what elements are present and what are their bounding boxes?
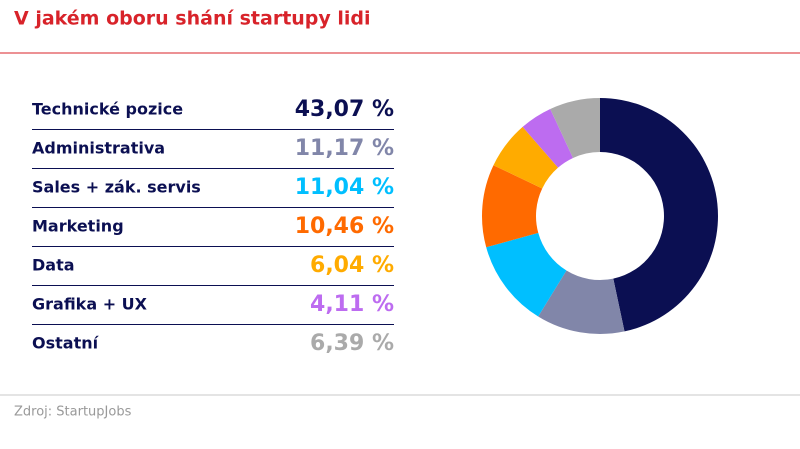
donut-segment (550, 98, 600, 158)
value-label: 11,04 % (295, 175, 394, 200)
donut-segment (538, 270, 625, 334)
category-label: Ostatní (32, 334, 100, 353)
donut-segment (482, 165, 543, 248)
value-label: 4,11 % (310, 292, 394, 317)
category-label: Grafika + UX (32, 295, 148, 314)
category-label: Marketing (32, 217, 124, 236)
category-label: Technické pozice (32, 100, 183, 119)
value-label: 6,04 % (310, 253, 394, 278)
value-label: 10,46 % (295, 214, 394, 239)
category-label: Sales + zák. servis (32, 178, 201, 197)
value-label: 6,39 % (310, 331, 394, 356)
donut-segment (493, 126, 559, 189)
donut-segment (522, 108, 574, 168)
donut-segment (486, 232, 567, 317)
source: Zdroj: StartupJobs (14, 405, 132, 420)
value-label: 43,07 % (295, 97, 394, 122)
category-label: Data (32, 256, 75, 275)
chart-title: V jakém oboru shání startupy lidi (14, 8, 371, 30)
category-label: Administrativa (32, 139, 165, 158)
value-label: 11,17 % (295, 136, 394, 161)
donut-segment (600, 98, 718, 332)
